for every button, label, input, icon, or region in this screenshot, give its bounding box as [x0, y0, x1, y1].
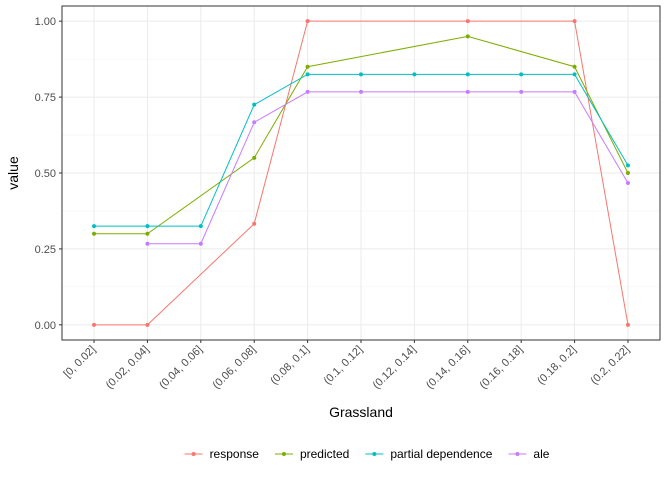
data-point — [92, 322, 97, 327]
y-axis-title: value — [5, 156, 21, 190]
data-point — [252, 155, 257, 160]
data-point — [625, 181, 630, 186]
data-point — [252, 102, 257, 107]
data-point — [572, 64, 577, 69]
data-point — [519, 72, 524, 77]
data-point — [305, 89, 310, 94]
data-point — [465, 72, 470, 77]
data-point — [572, 19, 577, 24]
gridlines — [62, 6, 660, 340]
data-point — [145, 231, 150, 236]
data-point — [572, 89, 577, 94]
data-point — [92, 231, 97, 236]
data-point — [92, 224, 97, 229]
data-point — [465, 89, 470, 94]
data-point — [145, 241, 150, 246]
legend-key-point — [191, 452, 196, 456]
data-point — [252, 120, 257, 125]
series-layer — [92, 19, 630, 327]
series-ale — [145, 89, 630, 246]
data-point — [252, 221, 257, 226]
data-point — [198, 224, 203, 229]
y-tick-label: 0.00 — [35, 320, 56, 332]
data-point — [145, 224, 150, 229]
data-point — [305, 19, 310, 24]
y-tick-label: 0.50 — [35, 168, 56, 180]
legend-key-point — [372, 452, 377, 456]
data-point — [465, 19, 470, 24]
y-axis: 0.00 0.25 0.50 0.75 1.00 — [35, 16, 62, 332]
data-point — [359, 72, 363, 77]
data-point — [625, 171, 630, 175]
data-point — [572, 72, 577, 77]
legend-key — [184, 452, 203, 456]
series-response — [92, 19, 630, 327]
legend-key — [508, 452, 527, 456]
legend-key — [274, 452, 293, 456]
data-point — [412, 72, 417, 77]
legend-key-point — [515, 452, 520, 456]
y-tick-label: 0.25 — [35, 244, 56, 256]
data-point — [305, 64, 310, 69]
data-point — [359, 89, 363, 94]
legend-label: predicted — [300, 447, 349, 461]
legend: response predicted partial dependence ale — [184, 447, 550, 461]
data-point — [625, 163, 630, 168]
data-point — [198, 241, 203, 246]
data-point — [145, 322, 150, 327]
legend-label: partial dependence — [390, 447, 492, 461]
legend-label: ale — [533, 447, 549, 461]
legend-key — [365, 452, 384, 456]
series-partial-dependence — [92, 72, 630, 229]
legend-label: response — [210, 447, 260, 461]
data-point — [465, 34, 470, 39]
data-point — [305, 72, 310, 77]
y-tick-label: 0.75 — [35, 92, 56, 104]
y-tick-label: 1.00 — [35, 16, 56, 28]
data-point — [519, 89, 524, 94]
plot-panel — [61, 5, 661, 341]
data-point — [625, 322, 630, 327]
series-predicted — [92, 34, 630, 236]
x-axis-title: Grassland — [329, 404, 393, 420]
legend-key-point — [281, 452, 286, 456]
